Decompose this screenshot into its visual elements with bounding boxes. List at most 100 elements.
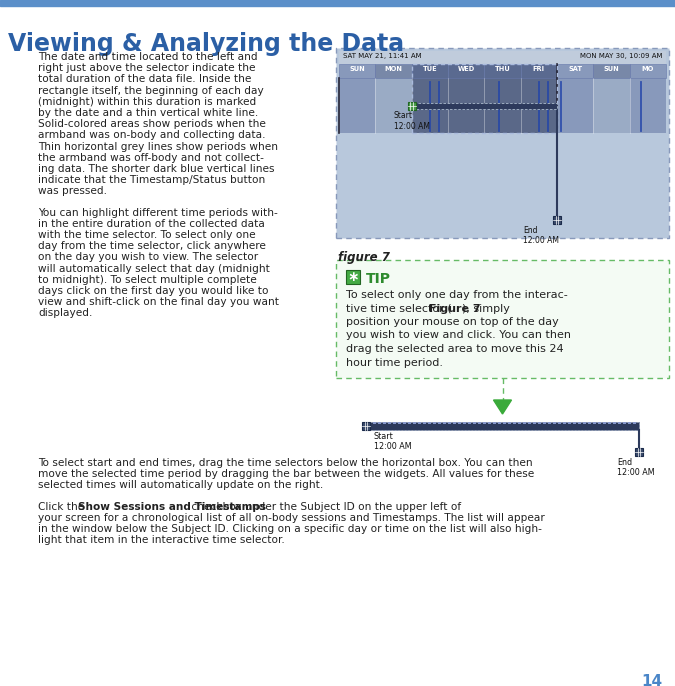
Bar <box>412 78 448 133</box>
Text: was pressed.: was pressed. <box>38 187 107 196</box>
Bar <box>493 422 496 424</box>
Bar <box>339 78 375 133</box>
Bar <box>339 51 666 64</box>
Bar <box>336 48 669 238</box>
Bar <box>362 422 370 430</box>
Bar <box>336 260 669 378</box>
Bar <box>0 0 675 6</box>
Bar <box>598 422 601 424</box>
Bar <box>463 422 466 424</box>
Bar <box>557 78 593 133</box>
Bar <box>478 422 481 424</box>
Bar <box>588 422 591 424</box>
Polygon shape <box>493 400 512 414</box>
Text: End
12:00 AM: End 12:00 AM <box>523 226 559 246</box>
Bar <box>368 422 371 424</box>
Text: SAT MAY 21, 11:41 AM: SAT MAY 21, 11:41 AM <box>343 53 422 59</box>
Bar <box>468 422 471 424</box>
Bar <box>448 78 485 133</box>
Bar <box>503 422 506 424</box>
Text: by the date and a thin vertical white line.: by the date and a thin vertical white li… <box>38 108 259 118</box>
Bar <box>623 422 626 424</box>
Text: THU: THU <box>495 66 510 72</box>
Bar <box>433 422 436 424</box>
Text: to midnight). To select multiple complete: to midnight). To select multiple complet… <box>38 275 256 285</box>
Text: on the day you wish to view. The selector: on the day you wish to view. The selecto… <box>38 252 258 263</box>
Text: Thin horizontal grey lines show periods when: Thin horizontal grey lines show periods … <box>38 141 278 152</box>
Text: ), simply: ), simply <box>462 303 510 314</box>
Bar <box>403 422 406 424</box>
Bar <box>438 422 441 424</box>
Bar <box>485 78 520 133</box>
Text: You can highlight different time periods with-: You can highlight different time periods… <box>38 208 277 217</box>
Text: you wish to view and click. You can then: you wish to view and click. You can then <box>346 331 571 340</box>
Bar <box>520 78 557 133</box>
Bar <box>563 422 566 424</box>
Bar <box>578 422 581 424</box>
Bar <box>448 422 451 424</box>
Bar <box>538 422 541 424</box>
Text: Start
12:00 AM: Start 12:00 AM <box>374 432 412 451</box>
Bar <box>568 422 571 424</box>
Bar <box>412 64 448 78</box>
Bar <box>375 64 412 78</box>
Text: position your mouse on top of the day: position your mouse on top of the day <box>346 317 559 327</box>
Text: total duration of the data file. Inside the: total duration of the data file. Inside … <box>38 74 251 84</box>
Bar <box>553 422 556 424</box>
Bar <box>458 422 461 424</box>
Bar <box>443 422 446 424</box>
Bar <box>378 422 381 424</box>
Bar <box>583 422 586 424</box>
Text: ing data. The shorter dark blue vertical lines: ing data. The shorter dark blue vertical… <box>38 164 275 174</box>
Bar <box>393 422 396 424</box>
Text: with the time selector. To select only one: with the time selector. To select only o… <box>38 230 256 240</box>
Bar <box>553 216 561 224</box>
Bar <box>518 422 521 424</box>
Text: ∗: ∗ <box>347 270 359 284</box>
Text: rectangle itself, the beginning of each day: rectangle itself, the beginning of each … <box>38 86 264 95</box>
Bar <box>593 78 630 133</box>
Text: SUN: SUN <box>603 66 620 72</box>
Text: figure 7: figure 7 <box>338 251 390 264</box>
Bar <box>373 422 376 424</box>
Text: Viewing & Analyzing the Data: Viewing & Analyzing the Data <box>8 32 404 56</box>
Bar <box>375 78 412 133</box>
Text: MON: MON <box>385 66 402 72</box>
Bar <box>408 422 411 424</box>
Bar <box>513 422 516 424</box>
Text: the armband was off-body and not collect-: the armband was off-body and not collect… <box>38 153 264 163</box>
Bar <box>383 422 386 424</box>
Bar <box>593 422 596 424</box>
Text: MON MAY 30, 10:09 AM: MON MAY 30, 10:09 AM <box>580 53 662 59</box>
Text: indicate that the Timestamp/Status button: indicate that the Timestamp/Status butto… <box>38 175 265 185</box>
Bar <box>608 422 611 424</box>
Bar <box>412 64 557 133</box>
Bar <box>520 64 557 78</box>
Bar <box>523 422 526 424</box>
Bar <box>593 64 630 78</box>
Text: End
12:00 AM: End 12:00 AM <box>617 458 655 477</box>
Bar <box>485 64 520 78</box>
Text: will automatically select that day (midnight: will automatically select that day (midn… <box>38 263 270 274</box>
Text: 14: 14 <box>641 674 662 686</box>
Text: right just above the selector indicate the: right just above the selector indicate t… <box>38 63 256 73</box>
Text: displayed.: displayed. <box>38 309 92 318</box>
Text: Click the: Click the <box>38 501 88 512</box>
Bar <box>603 422 606 424</box>
Bar <box>418 422 421 424</box>
Text: checkbox under the Subject ID on the upper left of: checkbox under the Subject ID on the upp… <box>188 501 461 512</box>
Bar <box>548 422 551 424</box>
Text: FRI: FRI <box>533 66 545 72</box>
Text: in the window below the Subject ID. Clicking on a specific day or time on the li: in the window below the Subject ID. Clic… <box>38 524 542 534</box>
Text: move the selected time period by dragging the bar between the widgets. All value: move the selected time period by draggin… <box>38 469 534 480</box>
Bar <box>543 422 546 424</box>
Bar <box>558 422 561 424</box>
Bar <box>346 270 360 284</box>
Text: view and shift-click on the final day you want: view and shift-click on the final day yo… <box>38 297 279 307</box>
Bar <box>413 422 416 424</box>
Bar <box>448 64 485 78</box>
Bar <box>488 422 491 424</box>
Text: selected times will automatically update on the right.: selected times will automatically update… <box>38 480 323 490</box>
Bar <box>613 422 616 424</box>
Text: light that item in the interactive time selector.: light that item in the interactive time … <box>38 535 285 545</box>
